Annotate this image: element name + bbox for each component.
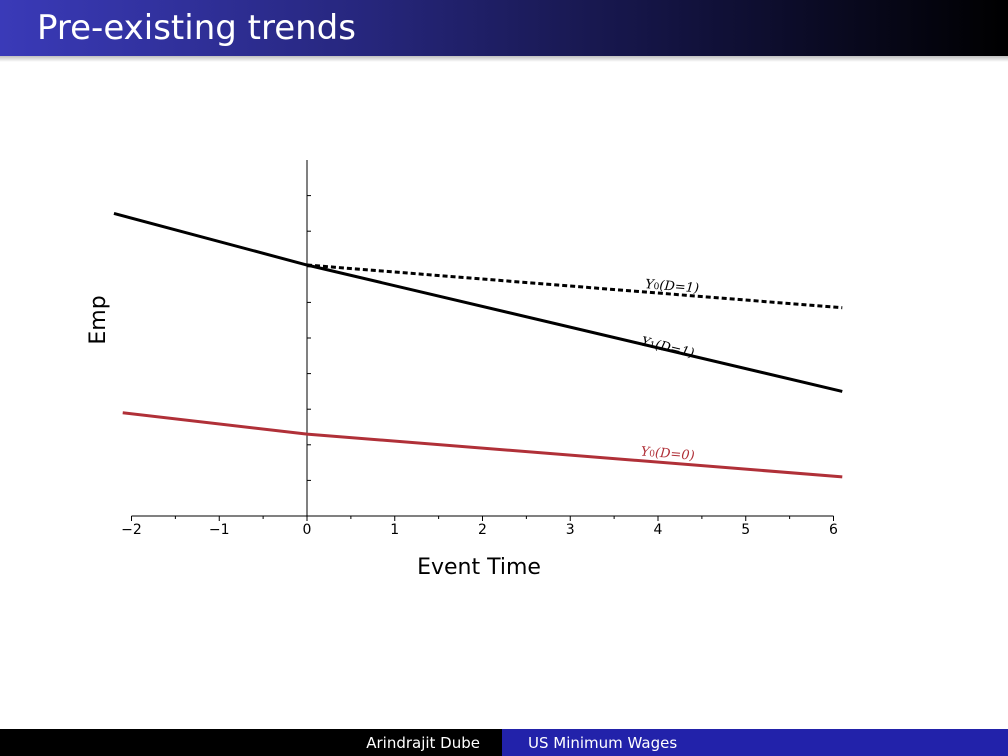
x-tick-label: 3 bbox=[566, 522, 575, 538]
footer-bar: Arindrajit Dube US Minimum Wages bbox=[0, 729, 1008, 756]
series-line bbox=[113, 211, 843, 393]
x-tick-label: −1 bbox=[209, 522, 230, 538]
title-bar: Pre-existing trends bbox=[0, 0, 1008, 56]
trend-chart: −2 −1 0 1 2 3 4 5 6 Event Time Emp Y1(D=1) Y0(D=1) Y0… bbox=[86, 160, 843, 580]
x-axis-label: Event Time bbox=[417, 555, 541, 580]
x-tick-label: 2 bbox=[478, 522, 487, 538]
series-line bbox=[306, 263, 843, 310]
x-tick-label: −2 bbox=[121, 522, 142, 538]
x-tick-label: 1 bbox=[390, 522, 399, 538]
slide-title: Pre-existing trends bbox=[37, 8, 356, 48]
series-line bbox=[122, 411, 843, 479]
series-label: Y0(D=0) bbox=[640, 445, 695, 464]
series-label: Y0(D=1) bbox=[645, 277, 700, 296]
x-tick-label: 5 bbox=[741, 522, 750, 538]
x-tick-label: 6 bbox=[829, 522, 838, 538]
x-tick-label: 4 bbox=[654, 522, 663, 538]
series-label: Y1(D=1) bbox=[640, 334, 696, 361]
y-axis-label: Emp bbox=[86, 295, 111, 344]
footer-author: Arindrajit Dube bbox=[0, 729, 502, 756]
footer-talk-title: US Minimum Wages bbox=[502, 729, 1008, 756]
title-shadow bbox=[0, 56, 1008, 62]
x-tick-label: 0 bbox=[303, 522, 312, 538]
